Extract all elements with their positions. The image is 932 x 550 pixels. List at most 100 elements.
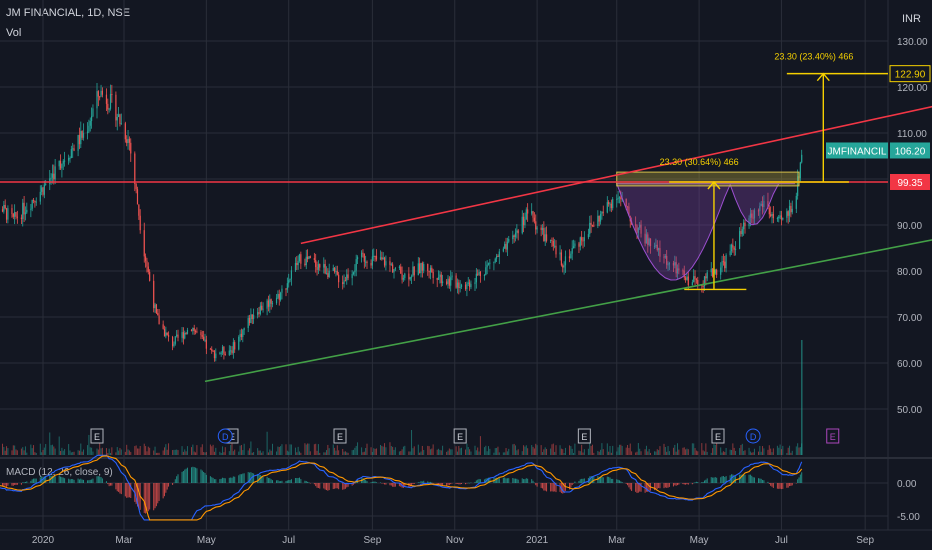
- candle-body: [618, 197, 621, 199]
- volume-bar: [155, 452, 157, 455]
- candle-body: [540, 227, 542, 230]
- candle-body: [431, 267, 433, 272]
- macd-hist-bar: [677, 483, 678, 486]
- volume-bar: [608, 451, 610, 455]
- macd-hist-bar: [99, 476, 101, 483]
- candle-body: [346, 274, 348, 281]
- volume-bar: [259, 450, 261, 455]
- volume-bar: [146, 451, 148, 455]
- candle-body: [626, 206, 629, 208]
- macd-hist-bar: [385, 483, 387, 485]
- volume-bar: [51, 444, 53, 455]
- volume-bar: [498, 452, 500, 455]
- volume-bar: [99, 434, 101, 455]
- candle-body: [73, 148, 75, 151]
- volume-bar: [138, 448, 140, 455]
- candle-body: [601, 211, 603, 215]
- volume-bar: [87, 445, 89, 455]
- candle-body: [474, 282, 476, 285]
- volume-bar: [587, 448, 589, 455]
- volume-bar: [428, 446, 430, 455]
- candle-body: [177, 334, 179, 338]
- volume-bar: [165, 444, 167, 455]
- candle-body: [712, 268, 714, 277]
- y-tick-label: 110.00: [897, 129, 927, 140]
- volume-bar: [201, 444, 203, 455]
- macd-hist-bar: [428, 482, 430, 483]
- macd-hist-bar: [4, 483, 6, 486]
- macd-hist-bar: [278, 481, 280, 483]
- candle-body: [589, 222, 591, 235]
- candle-body: [370, 262, 372, 266]
- volume-bar: [516, 450, 518, 455]
- macd-hist-bar: [308, 482, 310, 483]
- macd-hist-bar: [201, 470, 203, 483]
- candle-body: [22, 202, 24, 219]
- volume-bar: [629, 443, 631, 455]
- volume-bar: [20, 448, 22, 455]
- candle-body: [645, 234, 648, 244]
- volume-bar: [704, 451, 705, 455]
- macd-hist-bar: [342, 483, 344, 490]
- macd-hist-bar: [544, 483, 546, 491]
- candle-body: [685, 277, 687, 280]
- earnings-marker: [453, 428, 467, 444]
- volume-bar: [80, 443, 82, 455]
- macd-hist-bar: [570, 483, 572, 488]
- volume-bar: [436, 449, 438, 455]
- candle-body: [43, 184, 45, 195]
- volume-bar: [12, 445, 14, 455]
- macd-hist-bar: [35, 478, 37, 483]
- macd-hist-bar: [798, 477, 800, 483]
- volume-bar: [209, 444, 211, 455]
- macd-hist-bar: [34, 478, 36, 483]
- volume-bar: [532, 446, 534, 455]
- candle-body: [41, 187, 43, 192]
- macd-hist-bar: [294, 478, 296, 483]
- macd-hist-bar: [3, 483, 5, 486]
- macd-hist-bar: [73, 479, 75, 483]
- volume-bar-spike: [801, 340, 803, 455]
- candle-body: [782, 217, 784, 220]
- y-tick-label: 60.00: [897, 359, 922, 370]
- volume-bar: [583, 449, 585, 455]
- macd-hist-bar: [137, 483, 138, 507]
- macd-hist-bar: [629, 483, 631, 490]
- candle-body: [365, 261, 367, 263]
- candle-body: [767, 201, 769, 209]
- volume-bar: [555, 445, 557, 455]
- macd-hist-bar: [475, 480, 477, 483]
- volume-bar: [223, 452, 225, 455]
- volume-bar: [191, 447, 192, 455]
- volume-bar: [655, 451, 657, 455]
- candle-body: [134, 153, 136, 184]
- candle-body: [770, 214, 772, 217]
- x-tick-label: Mar: [115, 535, 133, 546]
- upcoming-earnings-marker-label: E: [830, 432, 836, 442]
- candle-body: [173, 343, 175, 347]
- macd-hist-bar: [62, 477, 64, 483]
- macd-hist-bar: [450, 483, 452, 485]
- candle-body: [771, 213, 773, 217]
- macd-hist-bar: [590, 476, 592, 483]
- macd-hist-bar: [205, 474, 207, 483]
- macd-hist-bar: [655, 483, 657, 490]
- candle-body: [26, 209, 28, 213]
- macd-hist-bar: [394, 483, 396, 487]
- volume-bar: [332, 444, 334, 455]
- candle-body: [757, 210, 760, 212]
- candle-body: [439, 274, 441, 278]
- volume-bar: [276, 451, 278, 455]
- macd-hist-bar: [336, 483, 338, 489]
- volume-bar: [220, 452, 222, 455]
- volume-bar: [479, 436, 481, 455]
- macd-hist-bar: [621, 482, 623, 483]
- y-tick-label: 130.00: [897, 37, 928, 48]
- candle-body: [146, 260, 148, 267]
- volume-bar: [72, 451, 74, 455]
- candle-body: [590, 222, 592, 225]
- candle-body: [308, 256, 310, 260]
- macd-hist-bar: [697, 481, 699, 483]
- macd-hist-bar: [617, 479, 619, 483]
